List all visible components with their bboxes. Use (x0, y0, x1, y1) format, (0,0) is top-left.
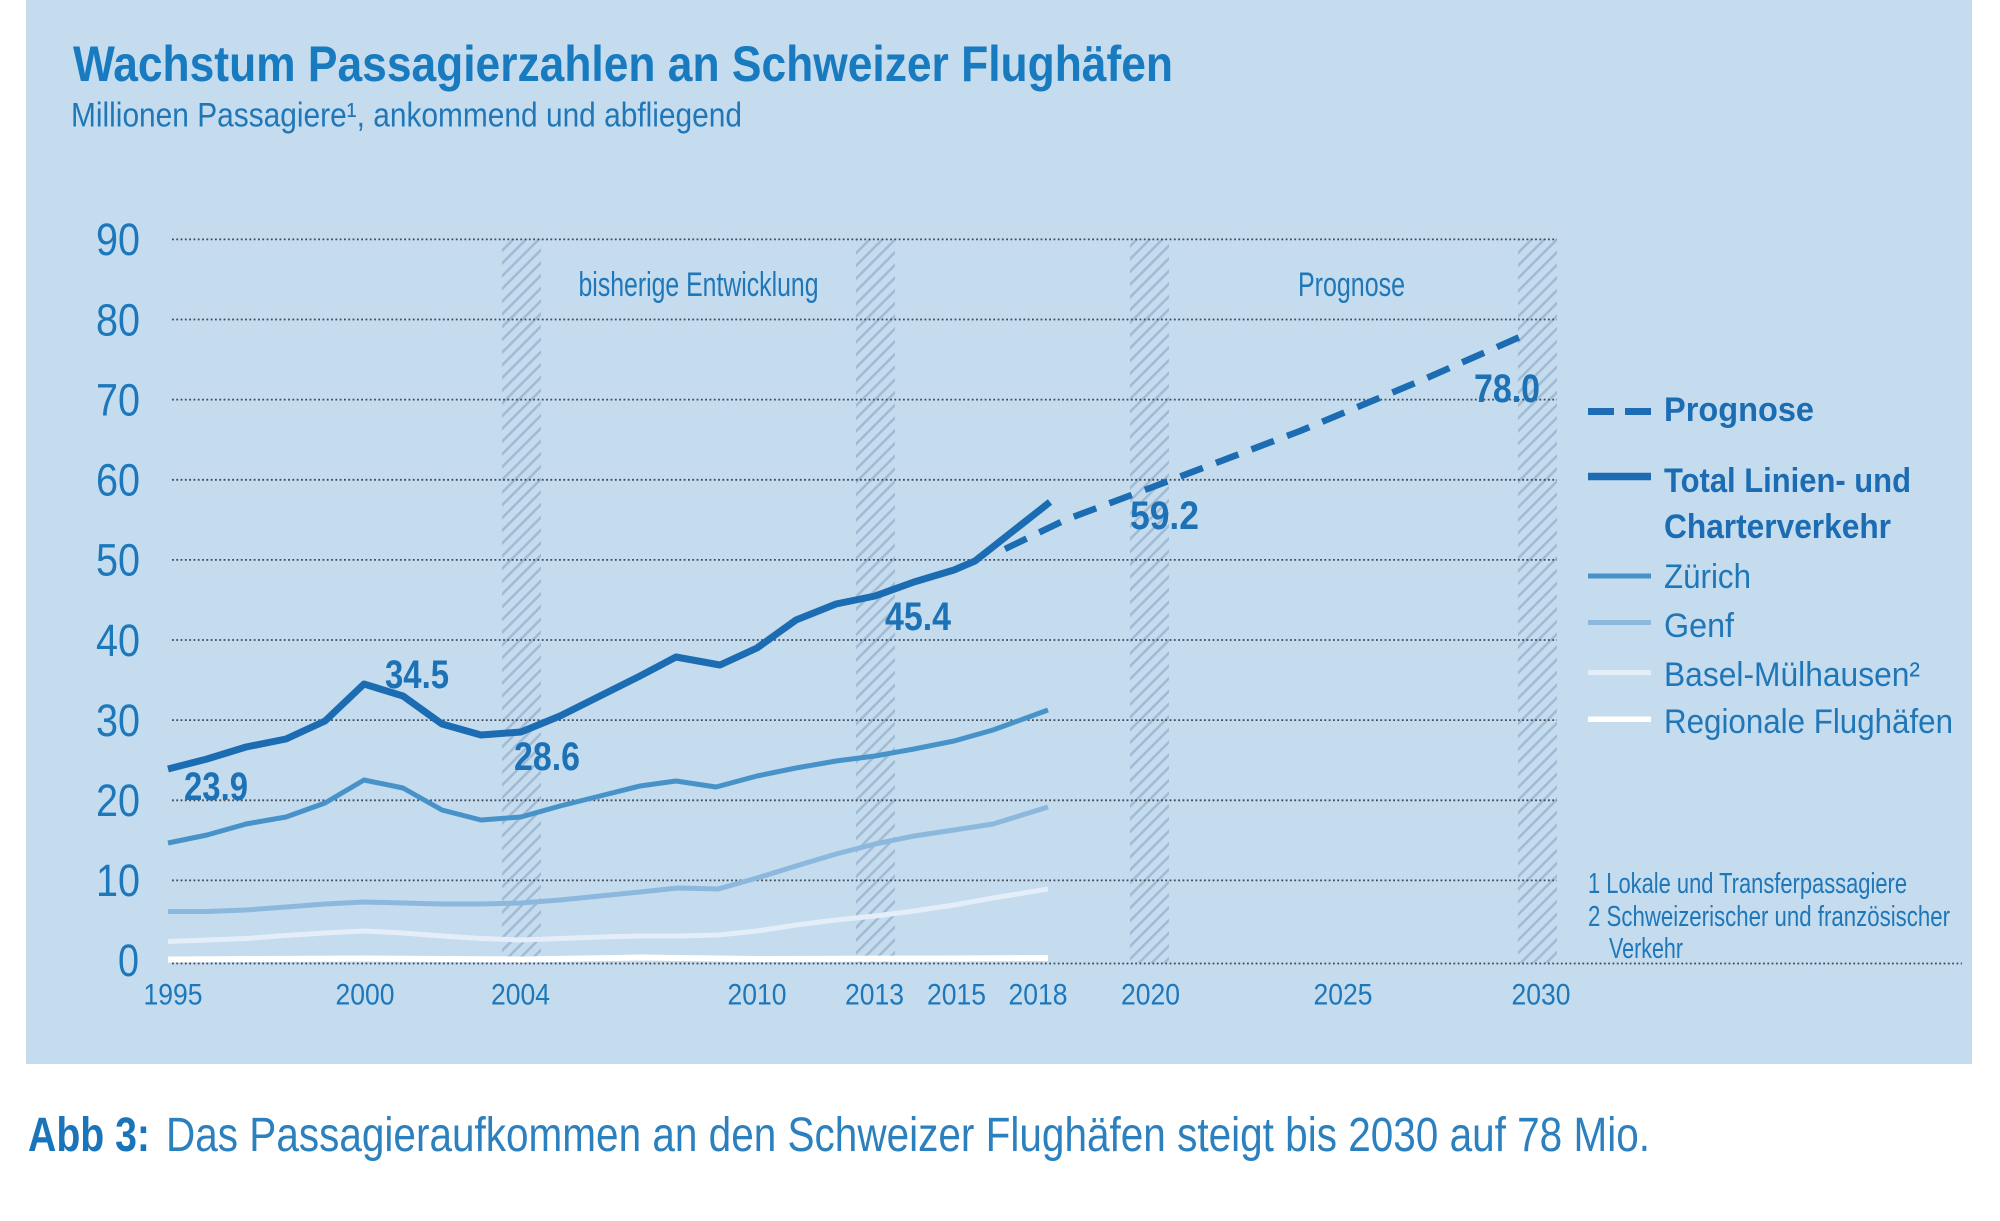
svg-text:Genf: Genf (1664, 607, 1735, 645)
svg-text:0: 0 (118, 935, 139, 986)
svg-text:70: 70 (96, 374, 140, 425)
svg-text:28.6: 28.6 (514, 735, 580, 779)
svg-text:Millionen Passagiere¹, ankomme: Millionen Passagiere¹, ankommend und abf… (71, 97, 742, 135)
svg-text:2013: 2013 (845, 979, 904, 1012)
svg-text:2020: 2020 (1121, 979, 1180, 1012)
svg-text:2015: 2015 (927, 979, 986, 1012)
svg-text:50: 50 (96, 535, 140, 586)
svg-text:2000: 2000 (336, 979, 395, 1012)
svg-text:2010: 2010 (728, 979, 787, 1012)
svg-text:Basel-Mülhausen²: Basel-Mülhausen² (1664, 656, 1920, 694)
svg-text:2030: 2030 (1512, 979, 1571, 1012)
svg-text:20: 20 (96, 775, 140, 826)
svg-text:40: 40 (96, 615, 140, 666)
svg-text:90: 90 (96, 214, 140, 265)
svg-text:Charterverkehr: Charterverkehr (1664, 508, 1891, 546)
svg-text:10: 10 (96, 855, 140, 906)
svg-text:1 Lokale und Transferpassagier: 1 Lokale und Transferpassagiere (1588, 868, 1907, 900)
svg-text:1995: 1995 (144, 979, 203, 1012)
svg-text:2025: 2025 (1314, 979, 1373, 1012)
svg-text:59.2: 59.2 (1130, 494, 1199, 538)
svg-text:Prognose: Prognose (1298, 266, 1405, 304)
svg-text:45.4: 45.4 (885, 595, 952, 639)
svg-text:Verkehr: Verkehr (1609, 933, 1683, 965)
svg-text:Wachstum Passagierzahlen an Sc: Wachstum Passagierzahlen an Schweizer Fl… (73, 36, 1173, 92)
svg-text:23.9: 23.9 (184, 765, 248, 809)
svg-text:34.5: 34.5 (385, 653, 449, 697)
svg-text:Total Linien- und: Total Linien- und (1664, 462, 1911, 500)
svg-text:2004: 2004 (491, 979, 550, 1012)
svg-text:30: 30 (96, 695, 140, 746)
svg-text:60: 60 (96, 455, 140, 506)
svg-text:Das Passagieraufkommen an den: Das Passagieraufkommen an den Schweizer … (166, 1109, 1650, 1162)
svg-text:Abb 3:: Abb 3: (28, 1109, 150, 1162)
svg-text:78.0: 78.0 (1474, 367, 1540, 411)
svg-text:Prognose: Prognose (1664, 391, 1814, 429)
svg-text:80: 80 (96, 294, 140, 345)
svg-text:2 Schweizerischer und französi: 2 Schweizerischer und französischer (1588, 901, 1950, 933)
svg-text:2018: 2018 (1009, 979, 1068, 1012)
svg-text:Zürich: Zürich (1664, 558, 1751, 596)
svg-text:bisherige Entwicklung: bisherige Entwicklung (579, 266, 819, 304)
svg-text:Regionale Flughäfen: Regionale Flughäfen (1664, 703, 1953, 741)
